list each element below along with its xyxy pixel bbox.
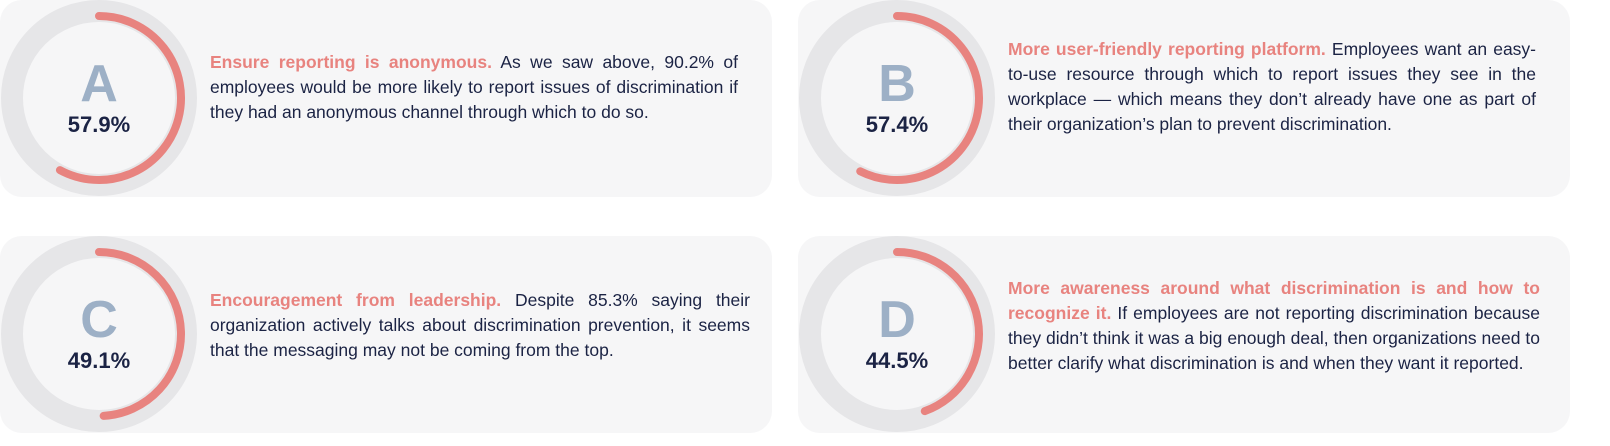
item-body: If employees are not reporting discrimin… [1008,303,1540,373]
ring-track [1,236,197,432]
item-description: Ensure reporting is anonymous. As we saw… [210,50,738,125]
item-description: More awareness around what discriminatio… [1008,276,1540,376]
progress-ring-graphic [799,0,995,196]
item-letter: D [878,291,916,349]
ring-track [799,0,995,196]
ring-progress-arc [55,12,185,184]
ring-progress-arc [95,248,185,420]
ring-track [1,0,197,196]
progress-ring-a: A 57.9% [0,0,198,197]
item-heading: More awareness around what discriminatio… [1008,278,1540,323]
item-percent: 57.9% [67,112,131,137]
progress-ring-graphic [1,236,197,432]
item-description: Encouragement from leadership. Despite 8… [210,288,750,363]
item-letter: B [878,55,916,113]
stat-card-b: B 57.4% More user-friendly reporting pla… [798,0,1570,197]
item-heading: More user-friendly reporting platform. [1008,39,1326,59]
ring-track [799,236,995,432]
progress-ring-c: C 49.1% [0,236,198,433]
stat-card-c: C 49.1% Encouragement from leadership. D… [0,236,772,433]
progress-ring-d: D 44.5% [798,236,996,433]
ring-center: D 44.5% [835,272,959,396]
ring-progress-arc [856,12,983,184]
stat-card-d: D 44.5% More awareness around what discr… [798,236,1570,433]
item-heading: Encouragement from leadership. [210,290,502,310]
item-body: Employees want an easy-to-use resource t… [1008,39,1537,134]
item-body: As we saw above, 90.2% of employees woul… [210,52,738,122]
item-letter: A [80,55,118,113]
ring-progress-arc [893,248,983,416]
progress-ring-b: B 57.4% [798,0,996,197]
ring-center: A 57.9% [37,36,161,160]
progress-ring-graphic [1,0,197,196]
item-description: More user-friendly reporting platform. E… [1008,37,1536,137]
item-percent: 49.1% [67,348,131,373]
ring-center: B 57.4% [835,36,959,160]
item-percent: 44.5% [865,348,929,373]
item-percent: 57.4% [865,112,929,137]
progress-ring-graphic [799,236,995,432]
item-heading: Ensure reporting is anonymous. [210,52,492,72]
item-letter: C [80,291,118,349]
stat-card-a: A 57.9% Ensure reporting is anonymous. A… [0,0,772,197]
item-body: Despite 85.3% saying their organization … [210,290,750,360]
ring-center: C 49.1% [37,272,161,396]
